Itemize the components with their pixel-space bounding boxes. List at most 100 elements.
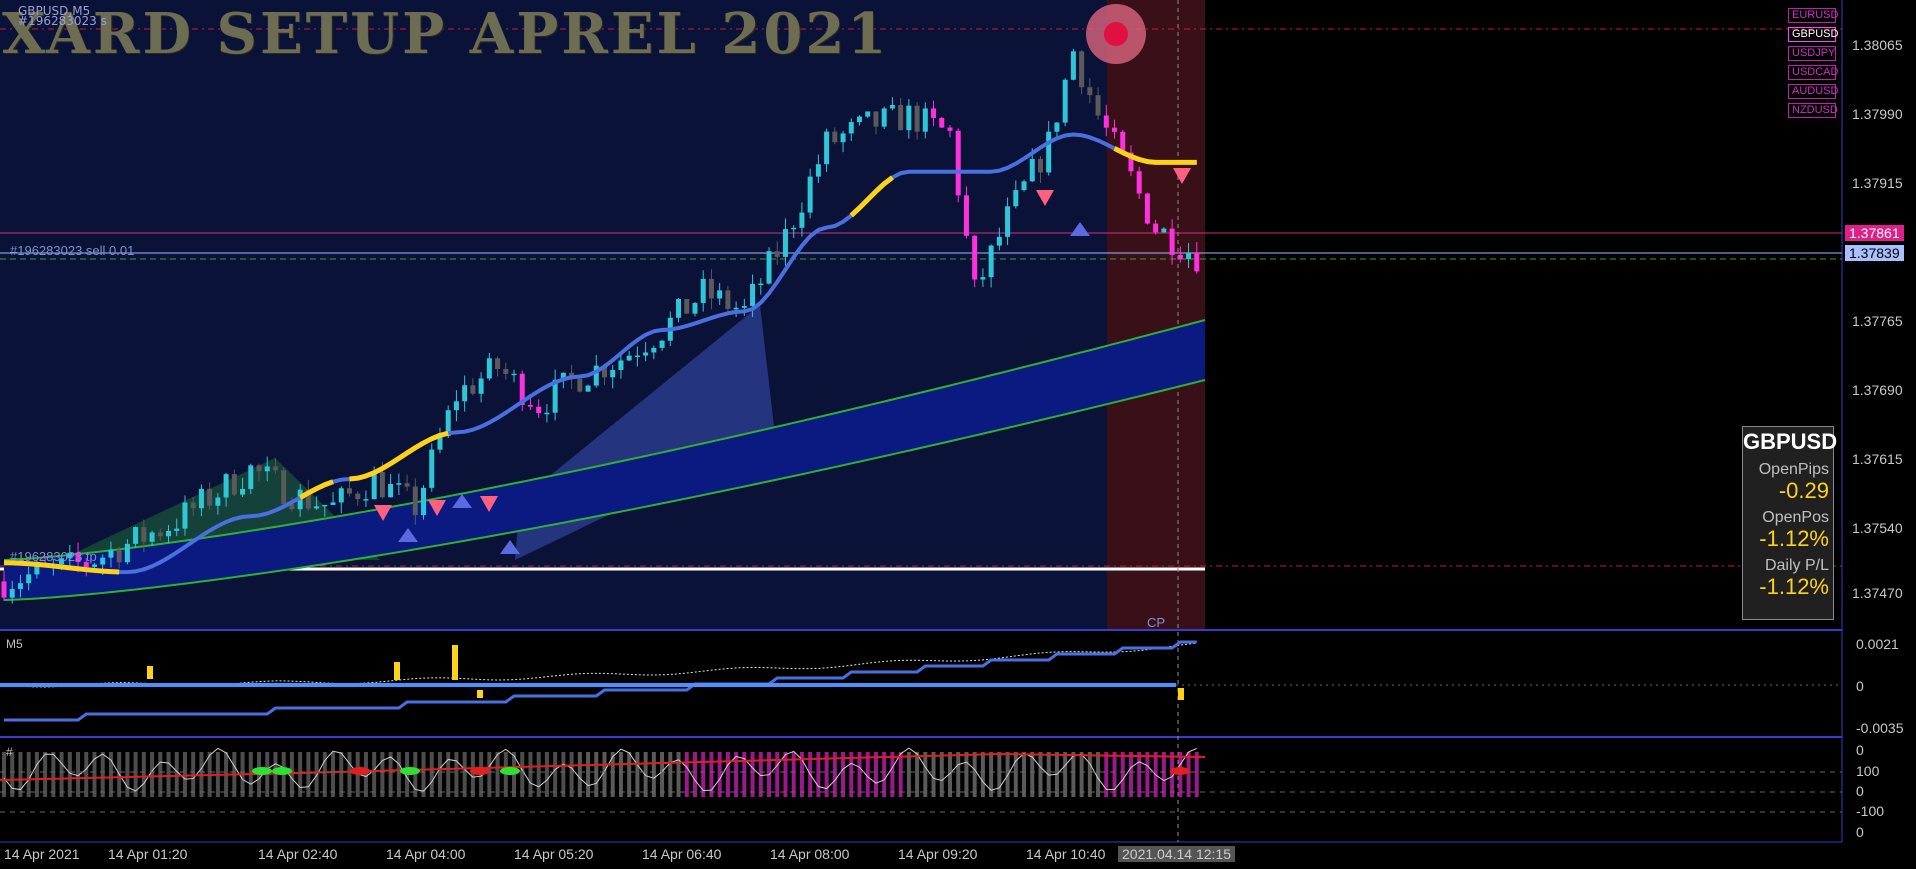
symbol-button-nzdusd[interactable]: NZDUSD: [1788, 103, 1838, 118]
candle-body: [141, 527, 147, 542]
candle-body: [618, 360, 624, 371]
subwindow2-histogram-bar: [43, 752, 48, 797]
symbol-button-usdjpy[interactable]: USDJPY: [1788, 46, 1836, 61]
price-axis-label: 1.37540: [1852, 520, 1903, 536]
subwindow2-histogram-bar: [544, 752, 549, 797]
candle-body: [626, 355, 632, 361]
peak-dot-marker: [1104, 22, 1128, 46]
candle-body: [157, 532, 163, 537]
candle-body: [519, 373, 525, 406]
ma-flat-segment: [3, 560, 120, 575]
subwindow2-histogram-bar: [1013, 752, 1018, 797]
candle-body: [396, 483, 402, 485]
candle-body: [643, 352, 649, 356]
subwindow2-histogram-bar: [734, 752, 739, 797]
candle-body: [1161, 228, 1167, 233]
candle-body: [190, 502, 196, 509]
subwindow2-histogram-bar: [150, 752, 155, 797]
candle-body: [495, 358, 501, 369]
candle-body: [470, 385, 476, 394]
sell-arrow-icon: [1173, 168, 1191, 184]
candle-body: [108, 549, 114, 558]
candle-body: [741, 305, 747, 308]
take-profit-label[interactable]: #196283023 tp: [10, 549, 97, 564]
candle-body: [346, 488, 352, 494]
candle-body: [988, 245, 994, 278]
candle-body: [865, 111, 871, 117]
ma-flat-segment: [849, 175, 894, 218]
subwindow2-histogram-bar: [26, 752, 31, 797]
time-axis-label: 14 Apr 2021: [4, 846, 80, 862]
candle-body: [996, 236, 1002, 246]
subwindow2-histogram-bar: [1087, 752, 1092, 797]
candle-body: [289, 504, 295, 510]
candle-body: [922, 108, 928, 132]
subwindow2-histogram-bar: [100, 752, 105, 797]
subwindow1-signal-line: [3, 642, 1197, 688]
subwindow2-histogram-bar: [618, 752, 623, 797]
symbol-button-gbpusd[interactable]: GBPUSD: [1788, 27, 1838, 42]
candle-body: [906, 105, 912, 131]
open-pips-value: -0.29: [1778, 478, 1829, 503]
candle-body: [552, 379, 558, 413]
candle-body: [149, 532, 155, 542]
subwindow2-histogram-bar: [890, 752, 895, 797]
candle-body: [174, 528, 180, 531]
subwindow2-histogram-bar: [108, 752, 113, 797]
subwindow2-histogram-bar: [964, 752, 969, 797]
open-pips-label: OpenPips: [1758, 461, 1829, 478]
time-axis-label: 14 Apr 10:40: [1026, 846, 1106, 862]
candle-body: [1046, 131, 1052, 173]
symbol-button-audusd[interactable]: AUDUSD: [1788, 84, 1838, 99]
subwindow1-bottom-value: -0.0035: [1856, 720, 1904, 736]
candle-body: [1112, 127, 1118, 132]
price-axis-label: 1.38065: [1852, 37, 1903, 53]
subwindow2-histogram-bar: [989, 752, 994, 797]
symbol-timeframe-tag: GBPUSD,M5: [18, 4, 91, 18]
candle-body: [231, 474, 237, 495]
subwindow2-level: 100: [1856, 763, 1880, 779]
subwindow2-histogram-bar: [816, 752, 821, 797]
candle-body: [116, 549, 122, 563]
candle-body: [610, 370, 616, 378]
candle-body: [676, 298, 682, 318]
subwindow2-signal-dot: [350, 767, 370, 775]
subwindow2-histogram-bar: [906, 752, 911, 797]
candle-body: [585, 385, 591, 392]
sell-arrow-icon: [1036, 190, 1054, 206]
candle-body: [807, 176, 813, 213]
candle-body: [207, 488, 213, 506]
subwindow2-histogram-bar: [429, 752, 434, 797]
sell-order-label[interactable]: #196283023 sell 0.01: [10, 243, 135, 258]
subwindow2-histogram-bar: [898, 752, 903, 797]
candle-body: [857, 116, 863, 123]
candle-body: [889, 104, 895, 109]
subwindow2-histogram-bar: [1063, 752, 1068, 797]
subwindow2-histogram-bar: [306, 752, 311, 797]
subwindow2-histogram-bar: [1104, 752, 1109, 797]
candle-body: [782, 229, 788, 257]
candle-body: [931, 108, 937, 118]
subwindow2-level: -100: [1856, 803, 1885, 819]
session-highlight-zone: [1107, 0, 1205, 630]
candle-body: [1128, 152, 1134, 172]
candle-body: [1103, 115, 1109, 128]
candle-body: [26, 574, 32, 584]
subwindow2-histogram-bar: [1161, 752, 1166, 797]
subwindow2-histogram-bar: [67, 752, 72, 797]
ma-band-upper: [3, 319, 1206, 561]
ask-price-tag: 1.37861: [1845, 225, 1904, 241]
subwindow1-histogram-bar: [452, 645, 458, 680]
symbol-button-usdcad[interactable]: USDCAD: [1788, 65, 1838, 80]
subwindow2-histogram-bar: [421, 752, 426, 797]
subwindow2-histogram-bar: [10, 752, 15, 797]
candle-body: [733, 307, 739, 310]
subwindow2-histogram-bar: [528, 752, 533, 797]
subwindow2-histogram-bar: [553, 752, 558, 797]
subwindow2-histogram-bar: [824, 752, 829, 797]
subwindow2-histogram-bar: [692, 752, 697, 797]
subwindow2-histogram-bar: [947, 752, 952, 797]
symbol-button-eurusd[interactable]: EURUSD: [1788, 8, 1838, 23]
candle-body: [692, 303, 698, 314]
